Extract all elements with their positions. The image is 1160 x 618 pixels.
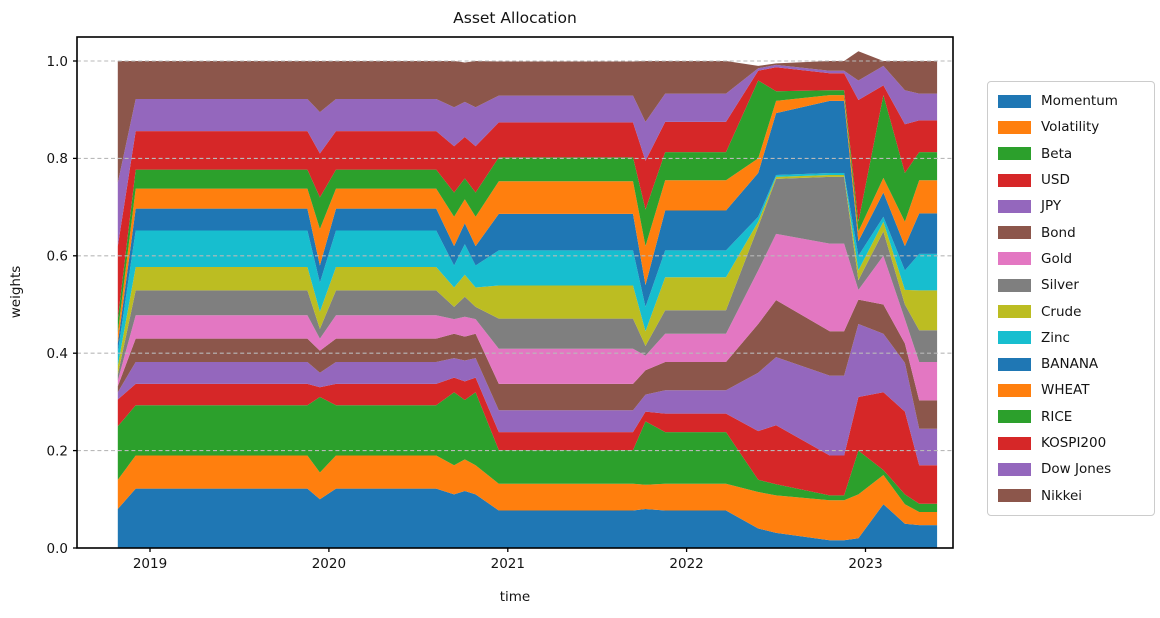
legend-item-label: Crude	[1041, 303, 1082, 320]
legend-swatch	[998, 331, 1031, 345]
area-gold	[117, 233, 938, 401]
legend-item-silver: Silver	[998, 272, 1144, 298]
y-axis-label: weights	[8, 266, 24, 319]
legend-item-label: Beta	[1041, 145, 1073, 162]
axis-ticks: 2019 2020 2021 2022 2023 0.0 0.2 0.4 0.6 0.8 1.0	[47, 54, 883, 572]
y-tick-label: 0.6	[47, 249, 68, 265]
stacked-areas	[117, 51, 938, 548]
legend-item-label: Momentum	[1041, 93, 1118, 110]
area-rice	[117, 80, 938, 333]
legend-item-crude: Crude	[998, 298, 1144, 324]
legend-item-label: Bond	[1041, 224, 1076, 241]
area-nikkei	[117, 51, 938, 183]
legend-swatch	[998, 278, 1031, 292]
legend-item-zinc: Zinc	[998, 325, 1144, 351]
legend-swatch	[998, 462, 1031, 476]
y-tick-label: 0.0	[47, 541, 68, 557]
legend-item-jpy: JPY	[998, 193, 1144, 219]
legend-item-label: Gold	[1041, 250, 1073, 267]
area-banana	[117, 100, 938, 353]
legend-swatch	[998, 489, 1031, 503]
legend-swatch	[998, 94, 1031, 108]
legend-item-usd: USD	[998, 167, 1144, 193]
y-tick-label: 1.0	[47, 54, 68, 70]
legend-item-label: Dow Jones	[1041, 461, 1112, 478]
area-bond	[117, 299, 938, 429]
legend-item-momentum: Momentum	[998, 88, 1144, 114]
area-silver	[117, 176, 938, 381]
x-axis-label: time	[500, 589, 531, 605]
y-tick-label: 0.2	[47, 443, 68, 459]
x-tick-label: 2022	[669, 556, 703, 572]
legend-swatch	[998, 410, 1031, 424]
gridlines	[77, 60, 953, 452]
area-zinc	[117, 173, 938, 366]
legend-swatch	[998, 173, 1031, 187]
legend-item-banana: BANANA	[998, 351, 1144, 377]
axes-border	[76, 36, 954, 549]
area-jpy	[117, 324, 938, 466]
legend-swatch	[998, 436, 1031, 450]
legend-item-label: RICE	[1041, 408, 1073, 425]
legend-swatch	[998, 226, 1031, 240]
legend-swatch	[998, 147, 1031, 161]
legend-item-gold: Gold	[998, 246, 1144, 272]
area-crude	[117, 175, 938, 375]
legend-item-volatility: Volatility	[998, 114, 1144, 140]
y-tick-label: 0.8	[47, 151, 68, 167]
y-tick-label: 0.4	[47, 346, 68, 362]
chart-title: Asset Allocation	[453, 9, 577, 27]
legend-swatch	[998, 252, 1031, 266]
legend-item-label: USD	[1041, 172, 1070, 189]
area-kospi200	[117, 67, 938, 320]
legend-item-label: WHEAT	[1041, 382, 1090, 399]
area-dow-jones	[117, 64, 938, 247]
legend-item-dow-jones: Dow Jones	[998, 456, 1144, 482]
legend-item-nikkei: Nikkei	[998, 482, 1144, 508]
area-beta	[117, 392, 938, 512]
legend-item-beta: Beta	[998, 141, 1144, 167]
legend-item-label: JPY	[1041, 198, 1062, 215]
legend-swatch	[998, 199, 1031, 213]
legend-item-kospi200: KOSPI200	[998, 430, 1144, 456]
legend-item-label: BANANA	[1041, 356, 1099, 373]
legend-item-label: Volatility	[1041, 119, 1100, 136]
legend-swatch	[998, 305, 1031, 319]
legend-item-label: Silver	[1041, 277, 1079, 294]
legend-swatch	[998, 357, 1031, 371]
legend-item-wheat: WHEAT	[998, 377, 1144, 403]
x-tick-label: 2019	[133, 556, 167, 572]
legend-swatch	[998, 383, 1031, 397]
x-tick-label: 2021	[491, 556, 525, 572]
legend-item-label: Nikkei	[1041, 487, 1083, 504]
legend-swatch	[998, 120, 1031, 134]
legend-item-rice: RICE	[998, 404, 1144, 430]
area-momentum	[117, 488, 938, 548]
area-volatility	[117, 455, 938, 541]
legend-item-bond: Bond	[998, 219, 1144, 245]
legend-item-label: Zinc	[1041, 329, 1070, 346]
area-usd	[117, 377, 938, 504]
x-tick-label: 2023	[848, 556, 882, 572]
legend-item-label: KOSPI200	[1041, 435, 1107, 451]
legend: Momentum Volatility Beta USD JPY Bond Gold Silv…	[987, 81, 1155, 516]
x-tick-label: 2020	[312, 556, 346, 572]
